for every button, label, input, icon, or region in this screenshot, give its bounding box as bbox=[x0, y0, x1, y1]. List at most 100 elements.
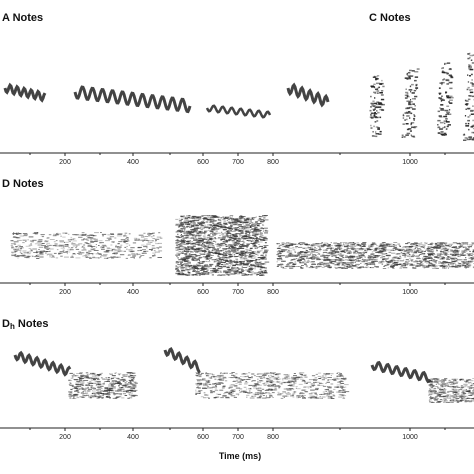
noise bbox=[350, 262, 354, 264]
noise bbox=[413, 136, 416, 138]
noise bbox=[406, 93, 409, 95]
noise bbox=[431, 398, 436, 399]
noise bbox=[254, 229, 257, 230]
noise bbox=[471, 256, 474, 258]
noise bbox=[182, 243, 185, 245]
noise bbox=[352, 265, 356, 267]
noise bbox=[320, 263, 326, 265]
noise bbox=[112, 375, 116, 376]
noise bbox=[256, 223, 262, 224]
noise bbox=[429, 401, 433, 403]
noise bbox=[338, 260, 342, 262]
noise bbox=[252, 232, 256, 234]
noise bbox=[381, 79, 383, 82]
noise bbox=[192, 264, 198, 266]
noise bbox=[376, 103, 380, 106]
noise bbox=[86, 394, 90, 396]
noise bbox=[131, 394, 135, 396]
noise bbox=[264, 267, 267, 269]
noise bbox=[453, 259, 457, 261]
noise bbox=[414, 105, 416, 107]
noise bbox=[408, 77, 411, 80]
noise bbox=[211, 255, 214, 256]
noise bbox=[438, 126, 440, 128]
noise bbox=[379, 245, 384, 247]
noise bbox=[192, 256, 195, 257]
noise bbox=[70, 389, 73, 391]
noise bbox=[291, 243, 297, 245]
noise bbox=[121, 384, 125, 386]
noise bbox=[388, 245, 392, 247]
noise bbox=[239, 218, 244, 220]
noise bbox=[54, 234, 59, 236]
noise bbox=[440, 381, 445, 383]
noise bbox=[463, 133, 465, 136]
noise bbox=[55, 240, 58, 242]
noise bbox=[416, 265, 420, 267]
noise bbox=[260, 221, 264, 223]
noise bbox=[292, 249, 296, 251]
noise bbox=[365, 260, 368, 262]
noise bbox=[265, 395, 267, 397]
noise bbox=[432, 268, 437, 269]
noise bbox=[244, 231, 249, 233]
noise bbox=[289, 243, 291, 245]
noise bbox=[302, 397, 306, 399]
noise bbox=[262, 239, 267, 241]
noise bbox=[124, 232, 128, 234]
noise bbox=[230, 390, 234, 392]
noise bbox=[301, 395, 306, 396]
noise bbox=[32, 256, 34, 257]
noise bbox=[420, 263, 424, 265]
noise bbox=[458, 389, 463, 391]
noise bbox=[79, 375, 83, 377]
noise bbox=[242, 241, 245, 243]
noise bbox=[380, 247, 385, 249]
noise bbox=[315, 397, 319, 399]
noise bbox=[112, 392, 115, 394]
noise bbox=[323, 256, 327, 258]
noise bbox=[115, 249, 117, 251]
noise bbox=[193, 270, 196, 272]
noise bbox=[314, 389, 319, 391]
noise bbox=[119, 381, 121, 383]
noise bbox=[264, 249, 269, 251]
noise bbox=[225, 270, 229, 272]
noise bbox=[408, 246, 413, 248]
noise bbox=[454, 254, 458, 256]
noise bbox=[291, 384, 295, 386]
noise bbox=[233, 236, 237, 238]
noise bbox=[428, 247, 431, 249]
noise bbox=[210, 217, 215, 219]
noise bbox=[207, 251, 213, 253]
noise bbox=[446, 382, 448, 384]
noise bbox=[100, 246, 105, 248]
noise bbox=[228, 256, 233, 258]
noise bbox=[427, 253, 433, 255]
noise bbox=[416, 88, 417, 91]
noise bbox=[198, 387, 201, 389]
noise bbox=[219, 222, 221, 224]
noise bbox=[97, 388, 101, 390]
noise bbox=[89, 258, 92, 259]
noise bbox=[376, 87, 379, 90]
noise bbox=[402, 254, 407, 256]
noise bbox=[261, 237, 264, 239]
noise bbox=[281, 249, 286, 251]
noise bbox=[54, 243, 58, 245]
noise bbox=[179, 222, 183, 224]
noise bbox=[185, 236, 188, 238]
noise bbox=[452, 390, 457, 392]
noise bbox=[184, 248, 187, 250]
noise bbox=[250, 257, 256, 259]
noise bbox=[195, 372, 199, 374]
noise bbox=[224, 232, 230, 234]
noise bbox=[27, 251, 30, 253]
noise bbox=[435, 378, 440, 380]
noise bbox=[199, 270, 202, 271]
noise bbox=[220, 237, 224, 238]
noise bbox=[358, 244, 362, 246]
noise bbox=[341, 263, 344, 265]
noise bbox=[210, 377, 213, 379]
noise bbox=[258, 241, 263, 243]
